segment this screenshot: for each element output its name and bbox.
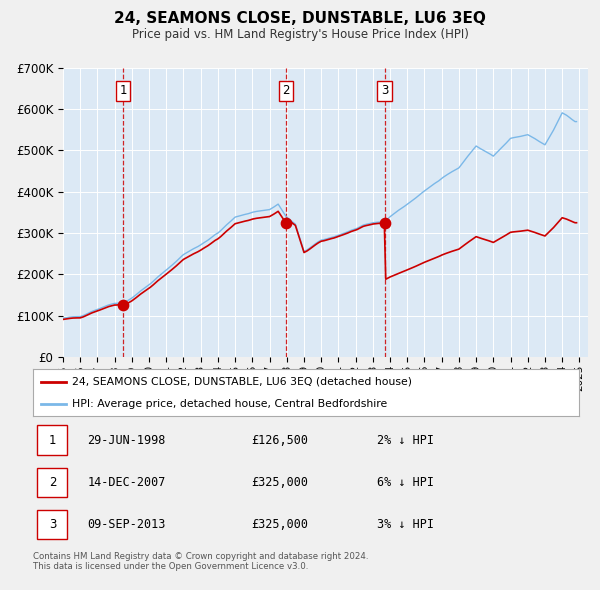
Text: Price paid vs. HM Land Registry's House Price Index (HPI): Price paid vs. HM Land Registry's House … xyxy=(131,28,469,41)
FancyBboxPatch shape xyxy=(37,510,67,539)
Text: 14-DEC-2007: 14-DEC-2007 xyxy=(88,476,166,489)
Text: 09-SEP-2013: 09-SEP-2013 xyxy=(88,518,166,531)
Text: 24, SEAMONS CLOSE, DUNSTABLE, LU6 3EQ (detached house): 24, SEAMONS CLOSE, DUNSTABLE, LU6 3EQ (d… xyxy=(73,377,412,387)
Text: Contains HM Land Registry data © Crown copyright and database right 2024.
This d: Contains HM Land Registry data © Crown c… xyxy=(33,552,368,571)
FancyBboxPatch shape xyxy=(37,467,67,497)
Text: 29-JUN-1998: 29-JUN-1998 xyxy=(88,434,166,447)
Text: 1: 1 xyxy=(119,84,127,97)
Text: 3: 3 xyxy=(49,518,56,531)
Point xyxy=(380,218,389,228)
FancyBboxPatch shape xyxy=(37,425,67,455)
Text: £126,500: £126,500 xyxy=(251,434,308,447)
Text: £325,000: £325,000 xyxy=(251,476,308,489)
Text: 2% ↓ HPI: 2% ↓ HPI xyxy=(377,434,434,447)
Text: £325,000: £325,000 xyxy=(251,518,308,531)
Text: 6% ↓ HPI: 6% ↓ HPI xyxy=(377,476,434,489)
Point xyxy=(281,218,291,228)
Text: 2: 2 xyxy=(49,476,56,489)
Point xyxy=(118,300,128,309)
Text: 3: 3 xyxy=(381,84,388,97)
Text: HPI: Average price, detached house, Central Bedfordshire: HPI: Average price, detached house, Cent… xyxy=(73,399,388,409)
Text: 24, SEAMONS CLOSE, DUNSTABLE, LU6 3EQ: 24, SEAMONS CLOSE, DUNSTABLE, LU6 3EQ xyxy=(114,11,486,27)
Text: 1: 1 xyxy=(49,434,56,447)
Text: 2: 2 xyxy=(282,84,290,97)
Text: 3% ↓ HPI: 3% ↓ HPI xyxy=(377,518,434,531)
